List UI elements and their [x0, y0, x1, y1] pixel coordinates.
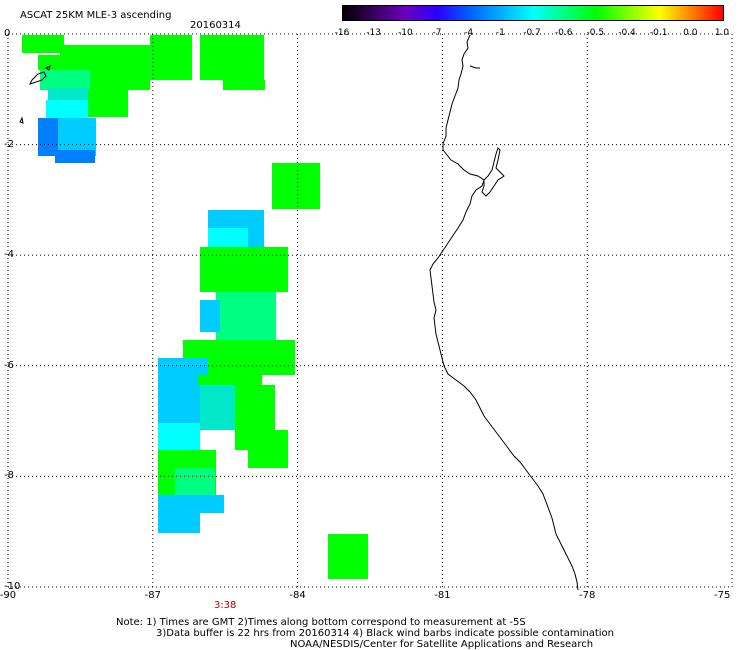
wind-cell: [38, 118, 58, 156]
latitude-label: -4: [4, 249, 14, 261]
wind-cell: [158, 423, 200, 450]
wind-cell: [272, 163, 320, 209]
wind-cell: [158, 513, 200, 533]
wind-cell: [223, 80, 265, 90]
wind-cell: [88, 90, 128, 117]
note-line-3: NOAA/NESDIS/Center for Satellite Applica…: [290, 639, 594, 650]
product-title: ASCAT 25KM MLE-3 ascending: [20, 10, 172, 21]
galapagos-island-small: [45, 65, 51, 71]
colorbar-tick-label: 1.0: [714, 28, 730, 38]
wind-cell: [328, 534, 368, 579]
wind-cells: [22, 35, 368, 579]
time-label: 3:38: [213, 600, 237, 611]
latitude-label: -10: [4, 581, 21, 592]
latitude-label: 0: [4, 28, 11, 39]
wind-cell: [22, 35, 64, 53]
colorbar-tick-label: -16: [334, 28, 350, 38]
latitude-label: -8: [4, 470, 14, 482]
colorbar: [342, 5, 724, 21]
latitude-label: -6: [4, 359, 14, 371]
lat-lon-grid: [7, 33, 733, 588]
longitude-label: -87: [144, 590, 161, 601]
colorbar-tick-label: -0.5: [586, 28, 605, 38]
galapagos-island-tiny: [19, 116, 24, 124]
colorbar-tick-label: -4: [464, 28, 474, 38]
longitude-label: -75: [714, 590, 731, 601]
colorbar-tick-label: -13: [366, 28, 382, 38]
colorbar-tick-label: -10: [397, 28, 413, 38]
colorbar-tick-label: -7: [432, 28, 442, 38]
wind-cell: [46, 100, 88, 118]
colorbar-gradient: [343, 6, 723, 20]
wind-cell: [200, 247, 288, 292]
colorbar-tick-label: -0.6: [554, 28, 573, 38]
product-date: 20160314: [190, 20, 241, 31]
note-line-2: 3)Data buffer is 22 hrs from 20160314 4)…: [156, 628, 614, 639]
wind-cell: [175, 468, 215, 496]
wind-cell: [48, 88, 88, 102]
coastline: [429, 34, 579, 591]
wind-cell: [158, 358, 208, 423]
wind-cell: [38, 55, 68, 70]
coastline-inlet: [481, 147, 505, 197]
colorbar-tick-label: 0.0: [683, 28, 698, 38]
longitude-label: -90: [0, 590, 17, 601]
wind-cell: [216, 292, 276, 342]
wind-cell: [198, 375, 262, 385]
wind-cell: [200, 35, 264, 80]
colorbar-tick-label: -0.4: [618, 28, 636, 38]
galapagos-island-main: [29, 71, 47, 85]
wind-cell: [248, 430, 288, 468]
wind-cell: [40, 70, 90, 90]
longitude-label: -84: [289, 590, 306, 601]
note-line-1: Note: 1) Times are GMT 2)Times along bot…: [116, 617, 526, 628]
colorbar-tick-label: -0.7: [523, 28, 541, 38]
latitude-label: -2: [4, 138, 14, 150]
wind-cell: [158, 495, 224, 513]
wind-cell: [150, 35, 192, 80]
coastline-hook: [469, 65, 480, 69]
wind-cell: [200, 300, 220, 332]
longitude-label: -81: [434, 590, 451, 601]
longitude-label: -78: [579, 590, 596, 601]
colorbar-tick-label: -1: [495, 28, 505, 38]
wind-cell: [55, 150, 95, 163]
colorbar-tick-label: -0.1: [649, 28, 668, 38]
